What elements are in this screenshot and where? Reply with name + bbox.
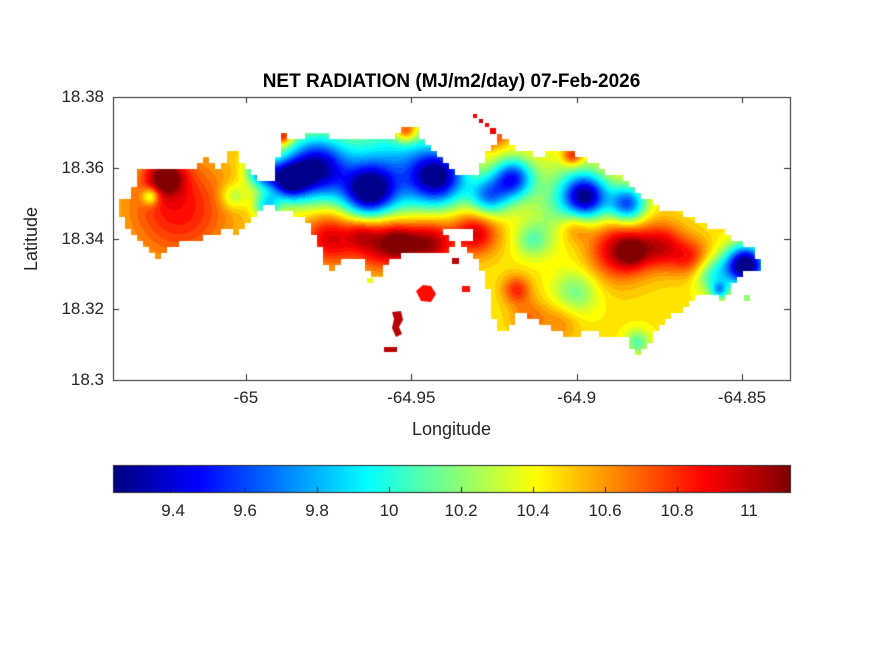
y-tick-label: 18.36 xyxy=(61,157,104,177)
x-tick-label: -64.95 xyxy=(387,388,436,407)
colorbar-tick-label: 10.6 xyxy=(588,501,622,520)
colorbar-tick-label: 9.4 xyxy=(161,501,185,520)
colorbar-tick-label: 10 xyxy=(379,501,399,520)
y-tick-label: 18.32 xyxy=(61,299,104,319)
x-axis-label: Longitude xyxy=(411,419,492,439)
plot-title: NET RADIATION (MJ/m2/day) 07-Feb-2026 xyxy=(262,71,641,92)
y-tick-label: 18.34 xyxy=(61,228,104,248)
colorbar-tick-label: 10.8 xyxy=(660,501,694,520)
x-tick-label: -65 xyxy=(233,388,259,407)
y-tick-label: 18.38 xyxy=(61,87,104,106)
colorbar-tick-label: 10.4 xyxy=(516,501,550,520)
x-tick-label: -64.9 xyxy=(557,388,597,407)
colorbar-tick-label: 10.2 xyxy=(444,501,478,520)
x-tick-label: -64.85 xyxy=(717,388,767,407)
colorbar-tick-label: 9.8 xyxy=(305,501,329,520)
colorbar-tick-label: 9.6 xyxy=(233,501,257,520)
colorbar-tick-label: 11 xyxy=(740,501,758,520)
y-tick-label: 18.3 xyxy=(70,370,104,389)
